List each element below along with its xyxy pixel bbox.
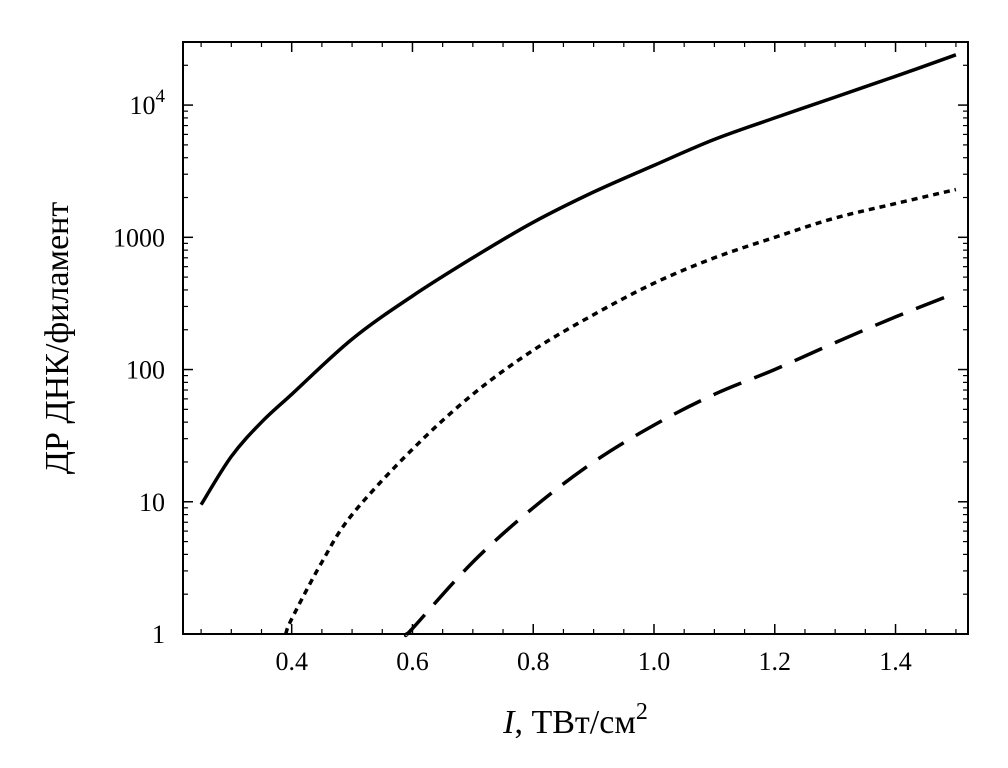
x-tick-label: 1.2	[759, 647, 792, 676]
x-tick-label: 0.8	[517, 647, 550, 676]
series-line-dashed	[403, 291, 957, 638]
y-tick-label: 1000	[113, 223, 165, 252]
x-tick-label: 1.4	[879, 647, 912, 676]
tick-labels: 0.4 0.6 0.8 1.0 1.2 1.4 1 10 100 1000 104	[113, 86, 912, 676]
x-axis-label-symbol: I	[502, 704, 516, 741]
x-tick-label: 0.4	[275, 647, 308, 676]
y-tick-label: 1	[152, 620, 165, 649]
x-axis-label-sup: 2	[636, 699, 648, 725]
x-axis-label-unit: , ТВт/см	[514, 704, 635, 741]
plot-frame	[182, 41, 969, 635]
axis-ticks	[183, 41, 968, 635]
series-group	[199, 53, 957, 638]
x-axis-label: I, ТВт/см2	[502, 699, 648, 741]
series-line-dotted	[284, 187, 957, 635]
y-tick-label: 100	[126, 356, 165, 385]
series-line-solid	[199, 53, 957, 506]
y-axis-label: ДР ДНК/филамент	[39, 202, 76, 475]
y-tick-label: 10	[139, 488, 165, 517]
x-tick-label: 0.6	[396, 647, 429, 676]
y-tick-label: 104	[130, 86, 166, 120]
x-tick-label: 1.0	[638, 647, 671, 676]
